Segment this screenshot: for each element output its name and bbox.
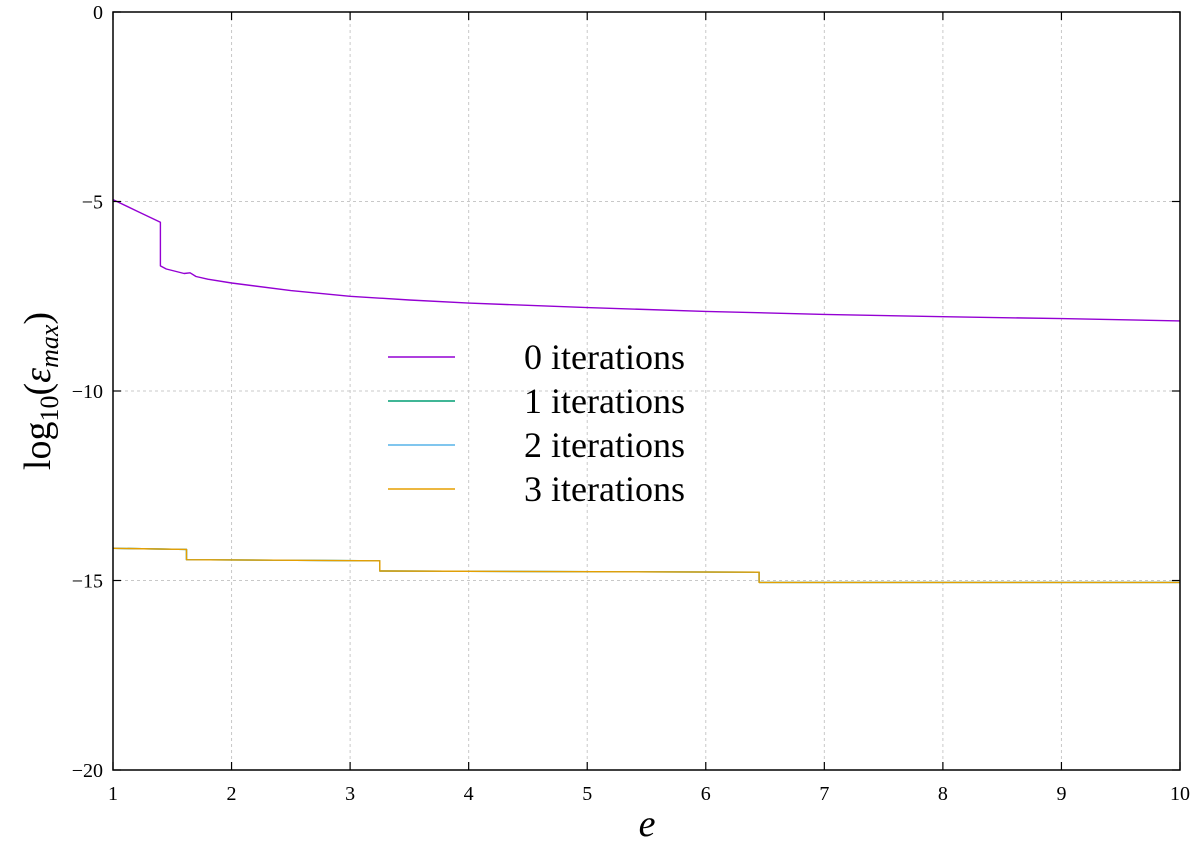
x-tick-label: 8 xyxy=(938,783,948,805)
legend-label: 3 iterations xyxy=(524,469,685,509)
x-tick-label: 9 xyxy=(1056,783,1066,805)
y-tick-label: −5 xyxy=(82,192,103,214)
y-tick-label: −15 xyxy=(72,571,103,593)
x-tick-label: 1 xyxy=(108,783,118,805)
y-axis-label-var: ε xyxy=(17,368,59,383)
y-tick-label: −20 xyxy=(72,760,103,782)
x-tick-label: 7 xyxy=(819,783,829,805)
x-tick-label: 3 xyxy=(345,783,355,805)
y-axis-label-close: ) xyxy=(17,312,59,325)
series-line-3 xyxy=(112,547,1180,584)
x-tick-label: 2 xyxy=(227,783,237,805)
grid xyxy=(113,12,1180,770)
x-tick-label: 5 xyxy=(582,783,592,805)
series-layer xyxy=(112,198,1181,584)
y-axis-label: log10(εmax) xyxy=(17,312,64,470)
tick-labels: 1 2 3 4 5 6 7 8 9 10 0 −5 −10 −15 −20 xyxy=(72,2,1190,805)
x-tick-label: 10 xyxy=(1170,783,1190,805)
y-tick-label: 0 xyxy=(93,2,103,24)
x-tick-label: 4 xyxy=(464,783,474,805)
ticks xyxy=(112,11,1181,771)
legend-label: 0 iterations xyxy=(524,337,685,377)
legend-label: 2 iterations xyxy=(524,425,685,465)
y-axis-label-func-sub: 10 xyxy=(35,396,64,422)
y-axis-label-open: ( xyxy=(17,383,59,396)
legend-label: 1 iterations xyxy=(524,381,685,421)
y-tick-label: −10 xyxy=(72,381,103,403)
y-axis-label-var-sub: max xyxy=(35,324,64,368)
x-tick-label: 6 xyxy=(701,783,711,805)
series-line-0 xyxy=(112,198,1181,322)
y-axis-label-func: log xyxy=(17,422,59,471)
x-axis-label: e xyxy=(639,803,656,842)
